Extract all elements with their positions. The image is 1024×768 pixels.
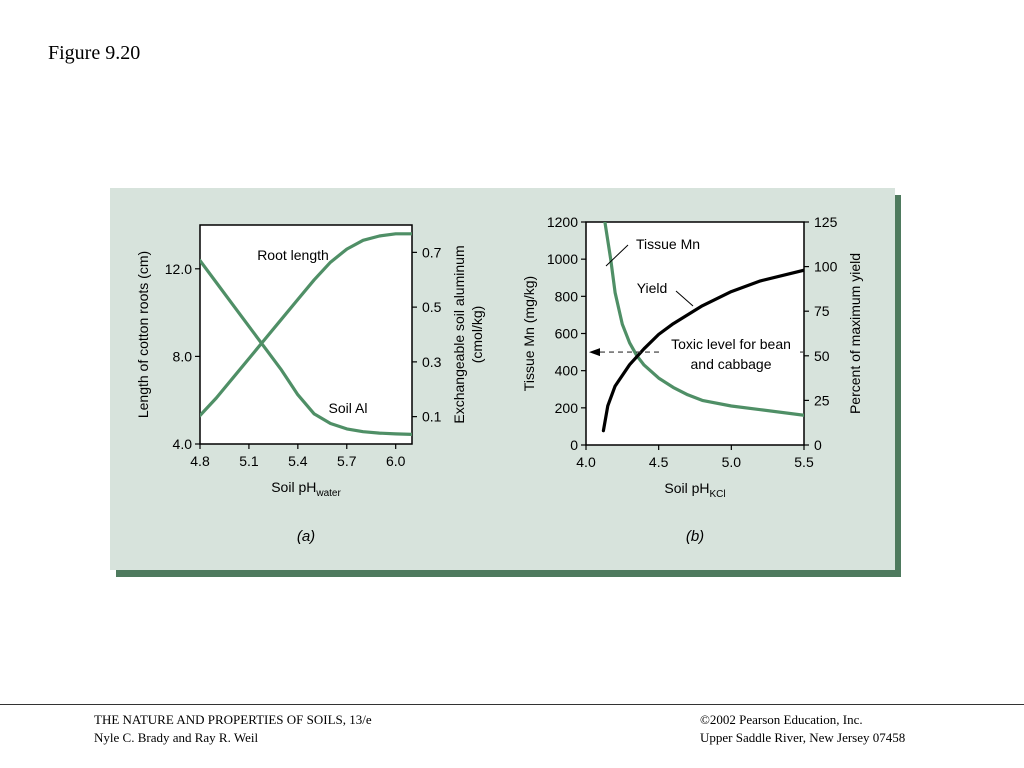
toxic-label-bg [662, 336, 800, 374]
y-left-tick-label-b: 1000 [547, 251, 578, 267]
y-left-tick-label-b: 400 [555, 363, 579, 379]
y-right-tick-label-b: 75 [814, 303, 830, 319]
x-tick-label-a: 6.0 [386, 453, 406, 469]
y-left-tick-label-a: 4.0 [173, 436, 193, 452]
plot-area-b [585, 221, 805, 446]
series-line-root-length [200, 232, 412, 418]
toxic-level-label-line2: and cabbage [691, 356, 772, 372]
y-right-tick-label-b: 50 [814, 348, 830, 364]
footer-copyright: ©2002 Pearson Education, Inc. [700, 712, 863, 727]
y-right-tick-label-a: 0.1 [422, 409, 442, 425]
toxic-level-arrow-icon [589, 348, 600, 357]
series-line-soil-al [200, 259, 412, 436]
y-left-tick-label-b: 0 [570, 437, 578, 453]
x-axis-label-b: Soil pHKCl [664, 480, 725, 500]
y-left-axis-label-b: Tissue Mn (mg/kg) [521, 276, 537, 391]
tissue-mn-leader [605, 244, 629, 267]
y-left-tick-label-a: 8.0 [173, 348, 193, 364]
y-right-tick-label-b: 0 [814, 437, 822, 453]
figure-title: Figure 9.20 [48, 42, 141, 64]
x-tick-label-a: 5.1 [239, 453, 259, 469]
y-left-tick-label-b: 200 [555, 400, 579, 416]
y-left-axis-label-a: Length of cotton roots (cm) [135, 251, 151, 418]
y-right-axis-label-a: Exchangeable soil aluminum [451, 245, 467, 423]
plot-area-a [199, 224, 413, 445]
footer-book-title: THE NATURE AND PROPERTIES OF SOILS, 13/e [94, 712, 372, 727]
series-label-tissue-mn: Tissue Mn [636, 236, 700, 252]
footer-divider [0, 704, 1024, 705]
footer-publisher-location: Upper Saddle River, New Jersey 07458 [700, 730, 906, 745]
series-label-yield: Yield [637, 280, 668, 296]
series-label-soil-al: Soil Al [329, 400, 368, 416]
y-right-tick-label-b: 125 [814, 214, 838, 230]
x-tick-label-b: 5.0 [722, 454, 742, 470]
x-tick-label-b: 4.0 [576, 454, 596, 470]
yield-leader [675, 290, 694, 307]
panel-label-b: (b) [686, 528, 704, 545]
panel-label-a: (a) [297, 528, 315, 545]
series-line-tissue-mn [603, 222, 804, 417]
x-tick-label-b: 4.5 [649, 454, 669, 470]
y-left-tick-label-b: 800 [555, 288, 579, 304]
y-right-tick-label-a: 0.3 [422, 354, 442, 370]
y-left-tick-label-b: 600 [555, 326, 579, 342]
x-tick-label-b: 5.5 [794, 454, 814, 470]
y-right-tick-label-b: 25 [814, 392, 830, 408]
y-left-tick-label-a: 12.0 [165, 261, 192, 277]
y-right-axis-label-b: Percent of maximum yield [847, 253, 863, 414]
footer-authors: Nyle C. Brady and Ray R. Weil [94, 730, 259, 745]
series-label-root-length: Root length [257, 247, 329, 263]
x-tick-label-a: 5.4 [288, 453, 308, 469]
y-right-tick-label-b: 100 [814, 259, 838, 275]
y-right-tick-label-a: 0.5 [422, 299, 442, 315]
x-axis-label-a: Soil pHwater [271, 479, 341, 499]
x-tick-label-a: 5.7 [337, 453, 357, 469]
toxic-level-label: Toxic level for bean [671, 336, 791, 352]
y-right-axis-unit-a: (cmol/kg) [469, 306, 485, 364]
y-right-tick-label-a: 0.7 [422, 244, 442, 260]
x-tick-label-a: 4.8 [190, 453, 210, 469]
series-line-yield [601, 268, 804, 433]
y-left-tick-label-b: 1200 [547, 214, 578, 230]
